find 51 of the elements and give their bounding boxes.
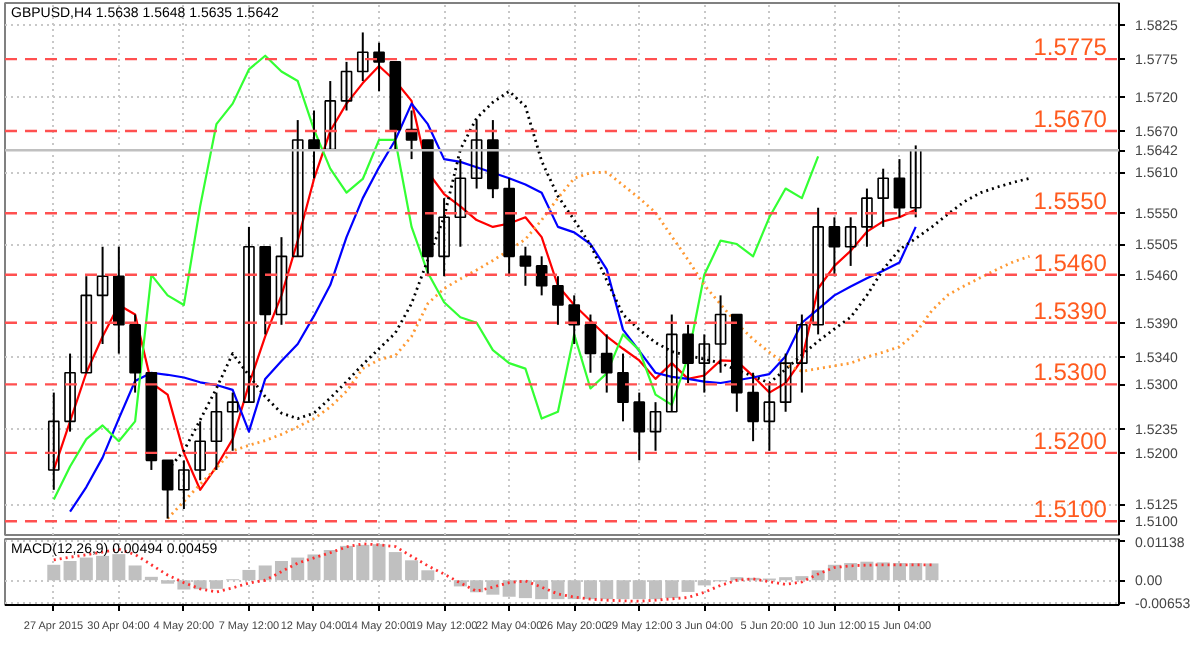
candlestick bbox=[649, 401, 662, 452]
candlestick bbox=[600, 333, 613, 394]
candlestick bbox=[356, 31, 369, 83]
annotation: 1.5460 bbox=[1033, 248, 1108, 277]
candlestick bbox=[552, 275, 564, 326]
candlestick bbox=[47, 391, 60, 491]
candlestick bbox=[714, 294, 727, 374]
annotation: 1.5670 bbox=[1033, 105, 1108, 134]
candlestick bbox=[568, 294, 581, 345]
candlestick bbox=[129, 313, 141, 394]
candlestick bbox=[844, 216, 857, 267]
candlestick bbox=[828, 216, 841, 278]
candlestick bbox=[226, 391, 239, 452]
candlestick bbox=[763, 382, 776, 452]
candlestick bbox=[178, 459, 190, 510]
candlestick bbox=[665, 313, 678, 413]
candlestick bbox=[779, 352, 792, 413]
candlestick bbox=[682, 323, 694, 384]
candlestick bbox=[812, 206, 824, 336]
candlestick bbox=[291, 119, 304, 258]
candlestick bbox=[633, 391, 646, 462]
annotation: 1.5390 bbox=[1033, 296, 1108, 325]
candlestick bbox=[584, 313, 597, 374]
candlestick bbox=[861, 187, 873, 248]
candlestick bbox=[373, 41, 385, 93]
annotation: 1.5100 bbox=[1033, 495, 1108, 524]
candlestick bbox=[796, 313, 808, 394]
candlestick bbox=[698, 333, 711, 394]
candlestick bbox=[877, 167, 890, 228]
candlestick bbox=[80, 275, 93, 374]
annotation: 1.5775 bbox=[1033, 33, 1108, 62]
candlestick bbox=[519, 245, 532, 287]
candlestick bbox=[96, 245, 109, 345]
candlestick bbox=[893, 158, 906, 219]
candlestick bbox=[275, 236, 288, 326]
annotation: 1.5200 bbox=[1033, 426, 1108, 455]
line-series bbox=[166, 170, 1031, 520]
candlestick bbox=[535, 255, 548, 297]
candlestick bbox=[454, 158, 467, 248]
candlestick bbox=[324, 80, 337, 151]
candlestick bbox=[243, 225, 255, 404]
annotation: 1.5550 bbox=[1033, 187, 1108, 216]
candlestick bbox=[747, 371, 759, 443]
candlestick bbox=[340, 60, 353, 112]
annotation: 1.5300 bbox=[1033, 358, 1108, 387]
candlestick bbox=[470, 119, 483, 190]
candlestick bbox=[438, 197, 450, 278]
candlestick bbox=[64, 352, 76, 433]
candlestick bbox=[617, 352, 629, 423]
candlestick bbox=[308, 109, 320, 180]
candlestick bbox=[909, 144, 922, 219]
